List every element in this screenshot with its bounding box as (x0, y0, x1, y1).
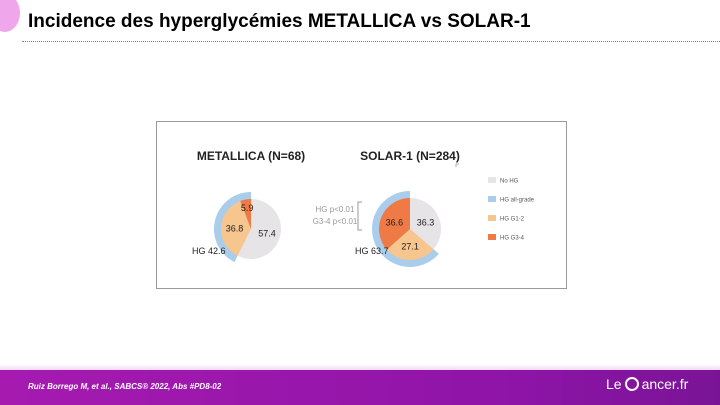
legend-label-no-hg: No HG (500, 179, 519, 185)
chart-title-metallica: METALLICA (N=68) (197, 149, 305, 163)
figure-panel: 57.4 36.8 5.9 HG 42.6 36.3 27.1 36.6 HG 63.7 No … (156, 121, 567, 289)
legend-swatch-hg-all-grade (488, 196, 496, 202)
solar-1-label-hg-all-grade: HG 63.7 (355, 246, 389, 256)
legend-label-hg-all-grade: HG all-grade (500, 198, 535, 204)
slide-title: Incidence des hyperglycémies METALLICA v… (28, 11, 531, 33)
brand-logo: Le ancer.fr (606, 376, 688, 392)
legend-swatch-hg-g3-4 (488, 234, 496, 240)
metallica-label-hg-g1-2: 36.8 (226, 224, 244, 234)
legend-swatch-hg-g1-2 (488, 215, 496, 221)
solar-1-label-no-hg: 36.3 (417, 217, 435, 227)
annotation-bracket (358, 202, 362, 230)
metallica-label-no-hg: 57.4 (258, 228, 276, 238)
solar-1-label-hg-g1-2: 27.1 (401, 242, 419, 252)
pie-charts: 57.4 36.8 5.9 HG 42.6 36.3 27.1 36.6 HG 63.7 No … (157, 122, 566, 288)
annotation-g34-p: G3-4 p<0.01 (313, 217, 358, 226)
metallica-label-hg-g3-4: 5.9 (241, 203, 254, 213)
annotation-hg-p: HG p<0.01 (316, 205, 355, 214)
legend-swatch-no-hg (488, 177, 496, 183)
corner-decoration (0, 0, 20, 32)
legend-label-hg-g3-4: HG G3-4 (500, 236, 525, 242)
logo-text-right: ancer.fr (642, 376, 689, 392)
solar-1-label-hg-g3-4: 36.6 (386, 218, 404, 228)
chart-title-solar1: SOLAR-1 (N=284) (360, 149, 460, 163)
title-divider (22, 41, 720, 42)
citation: Ruiz Borrego M, et al., SABCS® 2022, Abs… (28, 382, 221, 391)
legend-label-hg-g1-2: HG G1-2 (500, 217, 525, 223)
logo-ring-icon (625, 377, 639, 391)
logo-text-left: Le (606, 376, 622, 392)
corner-mark (456, 164, 459, 167)
metallica-label-hg-all-grade: HG 42.6 (192, 246, 226, 256)
